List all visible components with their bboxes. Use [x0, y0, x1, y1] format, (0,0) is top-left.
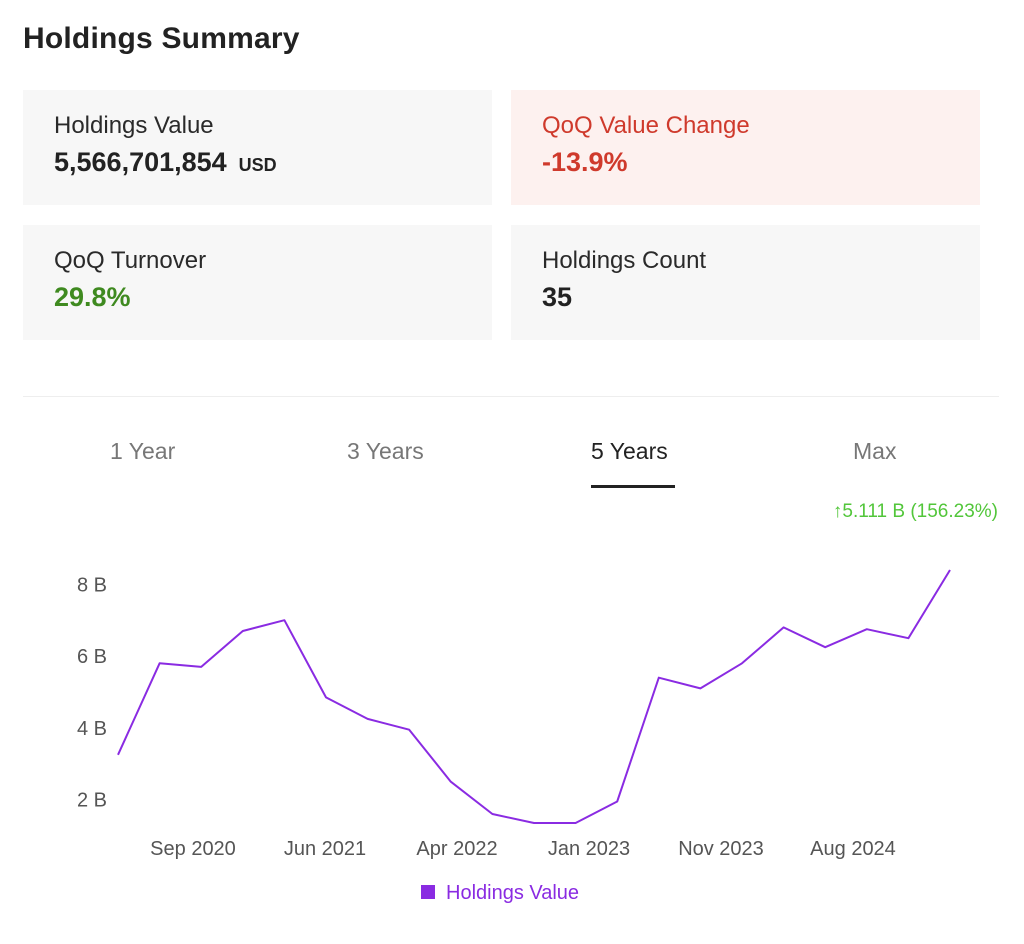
holdings-value-label: Holdings Value — [54, 112, 214, 139]
page-title: Holdings Summary — [23, 22, 300, 55]
data-point[interactable] — [572, 819, 580, 827]
data-point[interactable] — [156, 659, 164, 667]
data-point[interactable] — [863, 625, 871, 633]
data-point[interactable] — [738, 659, 746, 667]
tab-5-years[interactable]: 5 Years — [591, 438, 668, 464]
x-tick-label: Aug 2024 — [810, 838, 896, 860]
tab-max[interactable]: Max — [853, 438, 897, 464]
x-tick-label: Jan 2023 — [548, 838, 630, 860]
qoq-turnover-label: QoQ Turnover — [54, 247, 207, 274]
qoq-value-change-value: -13.9% — [542, 147, 628, 177]
tab-1-year[interactable]: 1 Year — [110, 438, 176, 464]
data-point[interactable] — [239, 627, 247, 635]
data-point[interactable] — [613, 797, 621, 805]
holdings-value-number: 5,566,701,854 — [54, 147, 227, 177]
section-divider — [23, 396, 999, 397]
data-point[interactable] — [780, 623, 788, 631]
data-point[interactable] — [197, 663, 205, 671]
data-point[interactable] — [696, 684, 704, 692]
data-point[interactable] — [322, 693, 330, 701]
data-point[interactable] — [447, 778, 455, 786]
data-point[interactable] — [821, 643, 829, 651]
y-tick-label: 6 B — [77, 646, 107, 668]
data-point[interactable] — [655, 674, 663, 682]
x-tick-label: Nov 2023 — [678, 838, 764, 860]
legend-holdings-value[interactable]: Holdings Value — [421, 882, 579, 905]
holdings-count-card: Holdings Count 35 — [511, 225, 980, 340]
qoq-turnover-card: QoQ Turnover 29.8% — [23, 225, 492, 340]
y-tick-label: 2 B — [77, 790, 107, 812]
series-line-holdings-value — [117, 569, 951, 824]
qoq-value-change-label: QoQ Value Change — [542, 112, 750, 139]
active-tab-indicator — [591, 485, 675, 488]
data-point[interactable] — [114, 751, 122, 759]
data-point[interactable] — [405, 726, 413, 734]
legend-swatch — [421, 885, 435, 899]
y-tick-label: 8 B — [77, 574, 107, 596]
x-tick-label: Jun 2021 — [284, 838, 366, 860]
holdings-value-card: Holdings Value 5,566,701,854 USD — [23, 90, 492, 205]
x-tick-label: Apr 2022 — [416, 838, 497, 860]
holdings-count-value: 35 — [542, 282, 573, 312]
x-tick-label: Sep 2020 — [150, 838, 236, 860]
period-tabs: 1 Year 3 Years 5 Years Max — [23, 420, 999, 490]
data-point[interactable] — [364, 715, 372, 723]
data-point[interactable] — [530, 819, 538, 827]
data-point[interactable] — [904, 634, 912, 642]
qoq-value-change-card: QoQ Value Change -13.9% — [511, 90, 980, 205]
period-change-label: ↑5.111 B (156.23%) — [832, 501, 998, 522]
holdings-value-amount: 5,566,701,854 USD — [54, 147, 492, 178]
data-point[interactable] — [280, 616, 288, 624]
legend-label: Holdings Value — [446, 882, 580, 904]
y-tick-label: 4 B — [77, 718, 107, 740]
data-point[interactable] — [946, 566, 954, 574]
qoq-turnover-value: 29.8% — [54, 282, 131, 312]
currency-unit: USD — [238, 155, 277, 175]
holdings-count-label: Holdings Count — [542, 247, 707, 274]
tab-3-years[interactable]: 3 Years — [347, 438, 424, 464]
data-point[interactable] — [488, 810, 496, 818]
